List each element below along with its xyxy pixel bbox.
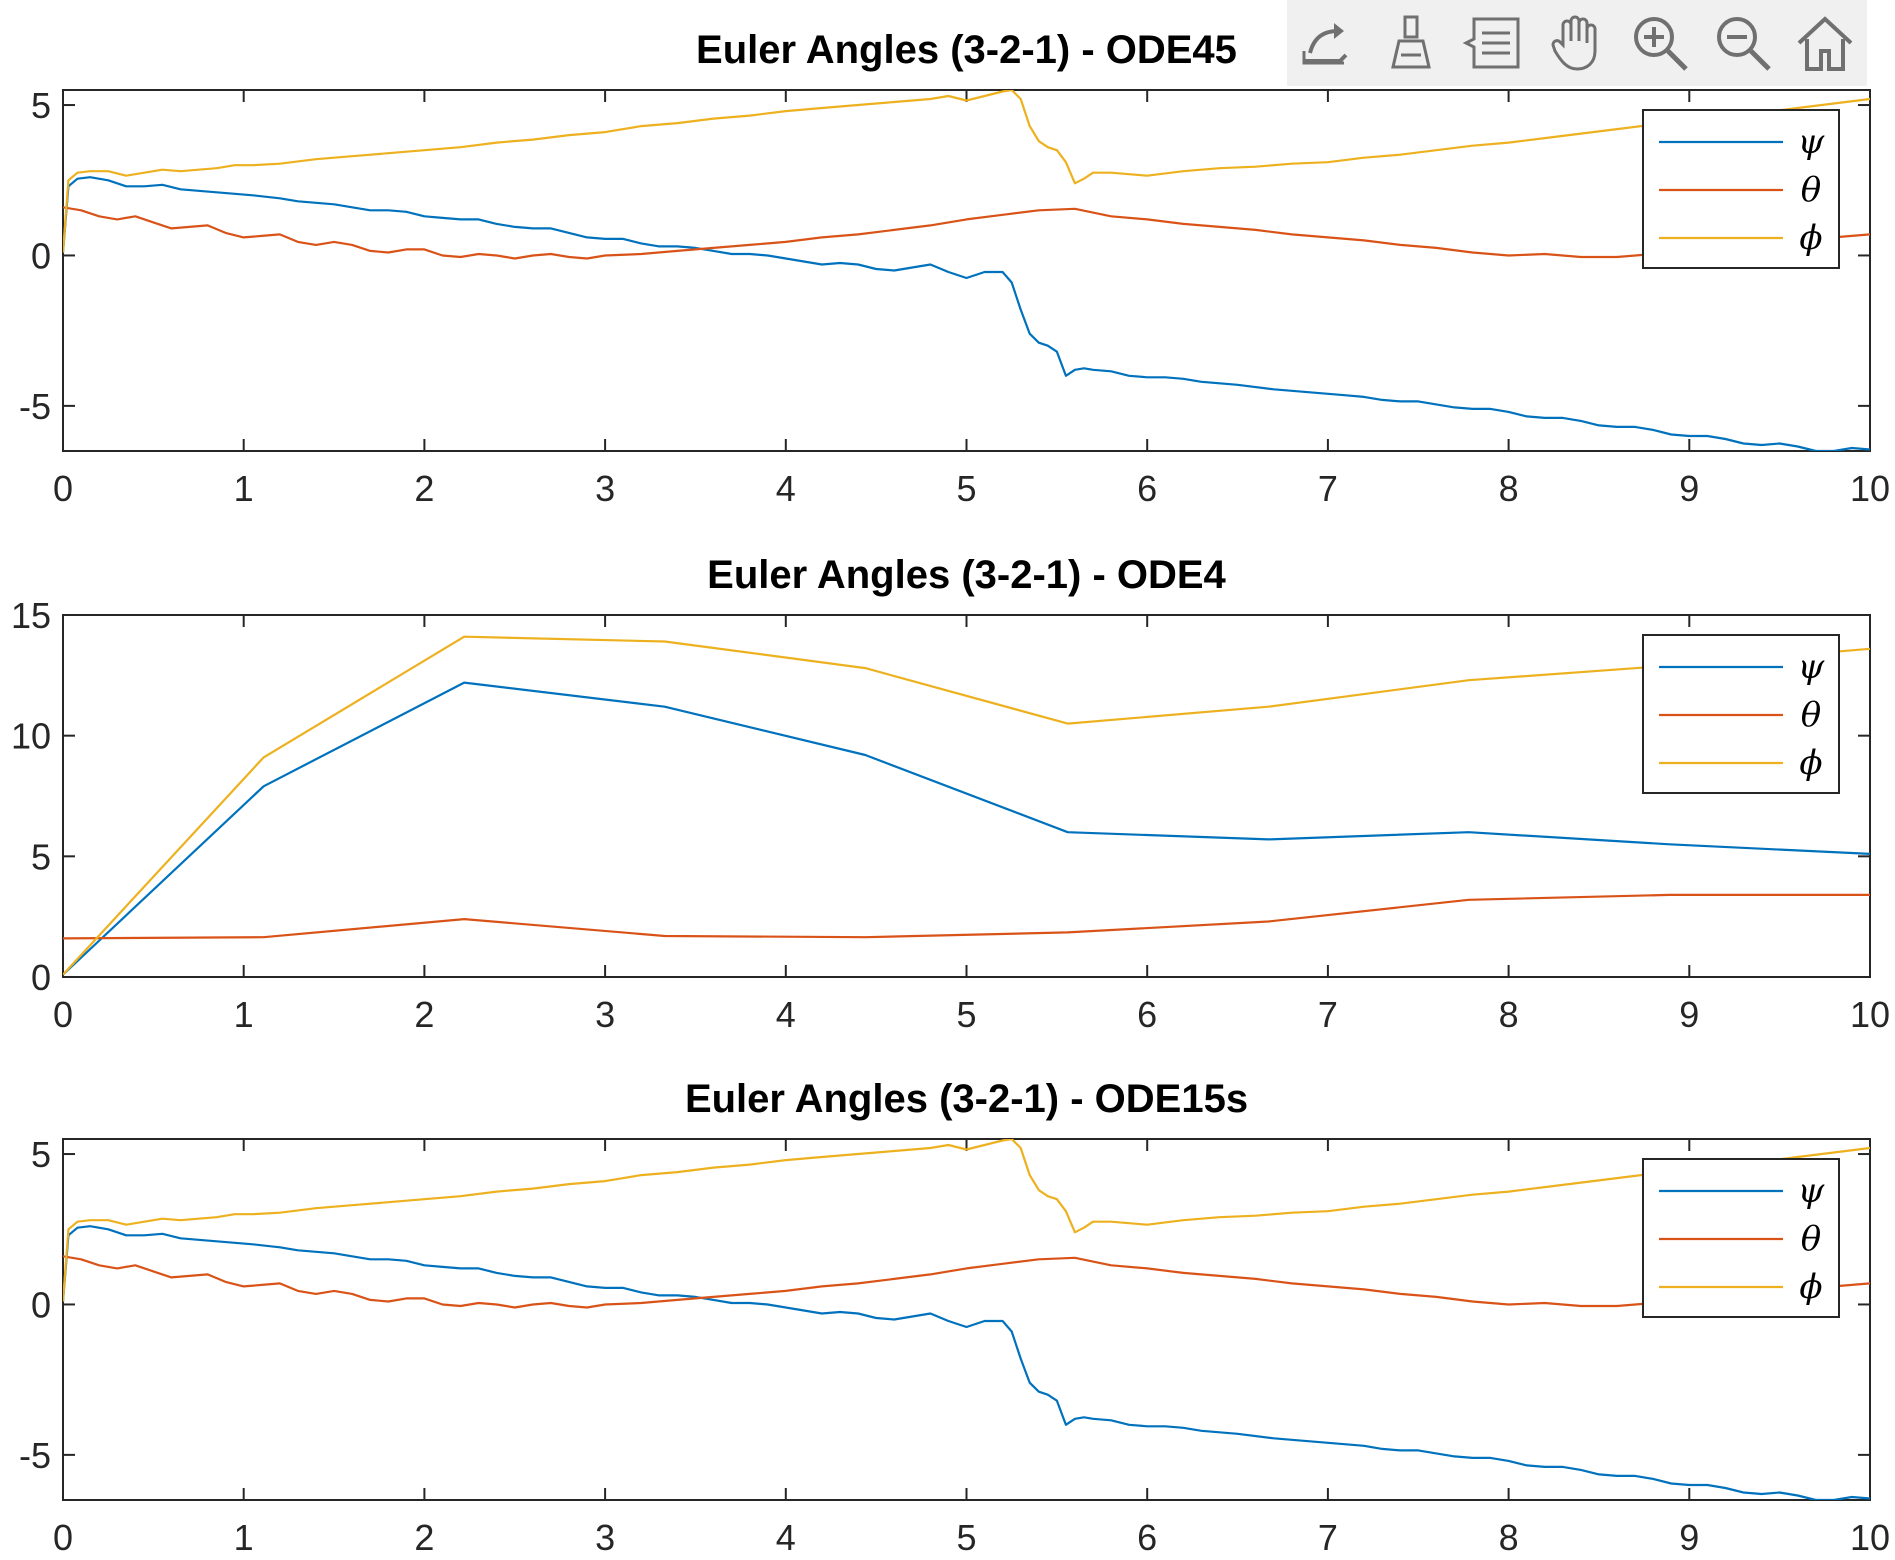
x-tick-label: 8: [1499, 468, 1519, 509]
x-tick-label: 5: [956, 1517, 976, 1558]
x-tick-label: 8: [1499, 994, 1519, 1035]
series-line-theta: [63, 1255, 1870, 1309]
axes-toolbar: [1287, 0, 1867, 86]
legend-label: θ: [1801, 1219, 1821, 1259]
y-tick-label: 15: [11, 595, 51, 636]
legend-label: ψ: [1798, 122, 1825, 162]
x-tick-label: 7: [1318, 468, 1338, 509]
series-group: [63, 90, 1870, 451]
x-tick-label: 10: [1850, 994, 1890, 1035]
legend-label: ψ: [1798, 647, 1825, 687]
series-group: [63, 1139, 1870, 1500]
y-tick-label: 0: [31, 957, 51, 998]
x-tick-label: 4: [776, 994, 796, 1035]
legend: ψθϕ: [1642, 634, 1840, 794]
x-tick-label: 4: [776, 468, 796, 509]
x-tick-label: 5: [956, 994, 976, 1035]
legend-label: ψ: [1798, 1171, 1825, 1211]
y-tick-label: 5: [31, 1134, 51, 1175]
x-tick-label: 3: [595, 468, 615, 509]
x-tick-label: 9: [1679, 1517, 1699, 1558]
export-icon[interactable]: [1291, 6, 1365, 80]
series-line-psi: [63, 681, 1870, 976]
x-tick-label: 0: [53, 468, 73, 509]
x-tick-label: 6: [1137, 994, 1157, 1035]
x-tick-label: 7: [1318, 1517, 1338, 1558]
x-tick-label: 7: [1318, 994, 1338, 1035]
y-tick-label: 0: [31, 1284, 51, 1325]
y-tick-label: -5: [19, 386, 51, 427]
series-line-psi: [63, 1225, 1870, 1500]
x-tick-label: 3: [595, 1517, 615, 1558]
chart-panel-2: 0 1 2 3 4 5 6 7 8 9 10 15 10 5 0 Euler Angles (3-2-1) -…: [11, 553, 1890, 1035]
x-tick-label: 2: [414, 994, 434, 1035]
x-tick-label: 9: [1679, 994, 1699, 1035]
x-tick-label: 9: [1679, 468, 1699, 509]
series-line-phi: [63, 635, 1870, 976]
chart-title: Euler Angles (3-2-1) - ODE45: [696, 28, 1237, 72]
y-tick-label: 0: [31, 235, 51, 276]
x-tick-label: 6: [1137, 1517, 1157, 1558]
zoom-in-icon[interactable]: [1623, 6, 1697, 80]
x-tick-label: 0: [53, 994, 73, 1035]
chart-title: Euler Angles (3-2-1) - ODE4: [707, 553, 1226, 597]
x-tick-label: 10: [1850, 468, 1890, 509]
x-tick-label: 5: [956, 468, 976, 509]
legend-label: ϕ: [1799, 743, 1822, 783]
x-tick-label: 2: [414, 468, 434, 509]
axes-box: [62, 1138, 1871, 1501]
x-tick-label: 8: [1499, 1517, 1519, 1558]
x-tick-label: 1: [234, 994, 254, 1035]
series-line-phi: [63, 1139, 1870, 1302]
y-tick-label: 5: [31, 85, 51, 126]
series-line-psi: [63, 176, 1870, 451]
axes-box: [62, 89, 1871, 452]
home-icon[interactable]: [1788, 6, 1862, 80]
legend: ψθϕ: [1642, 109, 1840, 269]
series-group: [63, 635, 1870, 976]
brush-icon[interactable]: [1374, 6, 1448, 80]
x-tick-label: 1: [234, 1517, 254, 1558]
zoom-out-icon[interactable]: [1706, 6, 1780, 80]
legend-label: θ: [1801, 170, 1821, 210]
legend: ψθϕ: [1642, 1158, 1840, 1318]
x-tick-label: 3: [595, 994, 615, 1035]
series-line-phi: [63, 90, 1870, 253]
x-tick-label: 2: [414, 1517, 434, 1558]
legend-label: θ: [1801, 695, 1821, 735]
y-tick-label: 10: [11, 716, 51, 757]
y-tick-label: -5: [19, 1435, 51, 1476]
legend-label: ϕ: [1799, 1267, 1822, 1307]
series-line-theta: [63, 893, 1870, 940]
y-tick-label: 5: [31, 836, 51, 877]
axes-box: [62, 614, 1871, 978]
chart-title: Euler Angles (3-2-1) - ODE15s: [685, 1077, 1248, 1121]
data-tip-icon[interactable]: [1457, 6, 1531, 80]
legend-label: ϕ: [1799, 218, 1822, 258]
series-line-theta: [63, 206, 1870, 260]
pan-icon[interactable]: [1540, 6, 1614, 80]
x-tick-label: 4: [776, 1517, 796, 1558]
x-tick-label: 10: [1850, 1517, 1890, 1558]
x-tick-label: 6: [1137, 468, 1157, 509]
x-tick-label: 0: [53, 1517, 73, 1558]
x-tick-label: 1: [234, 468, 254, 509]
